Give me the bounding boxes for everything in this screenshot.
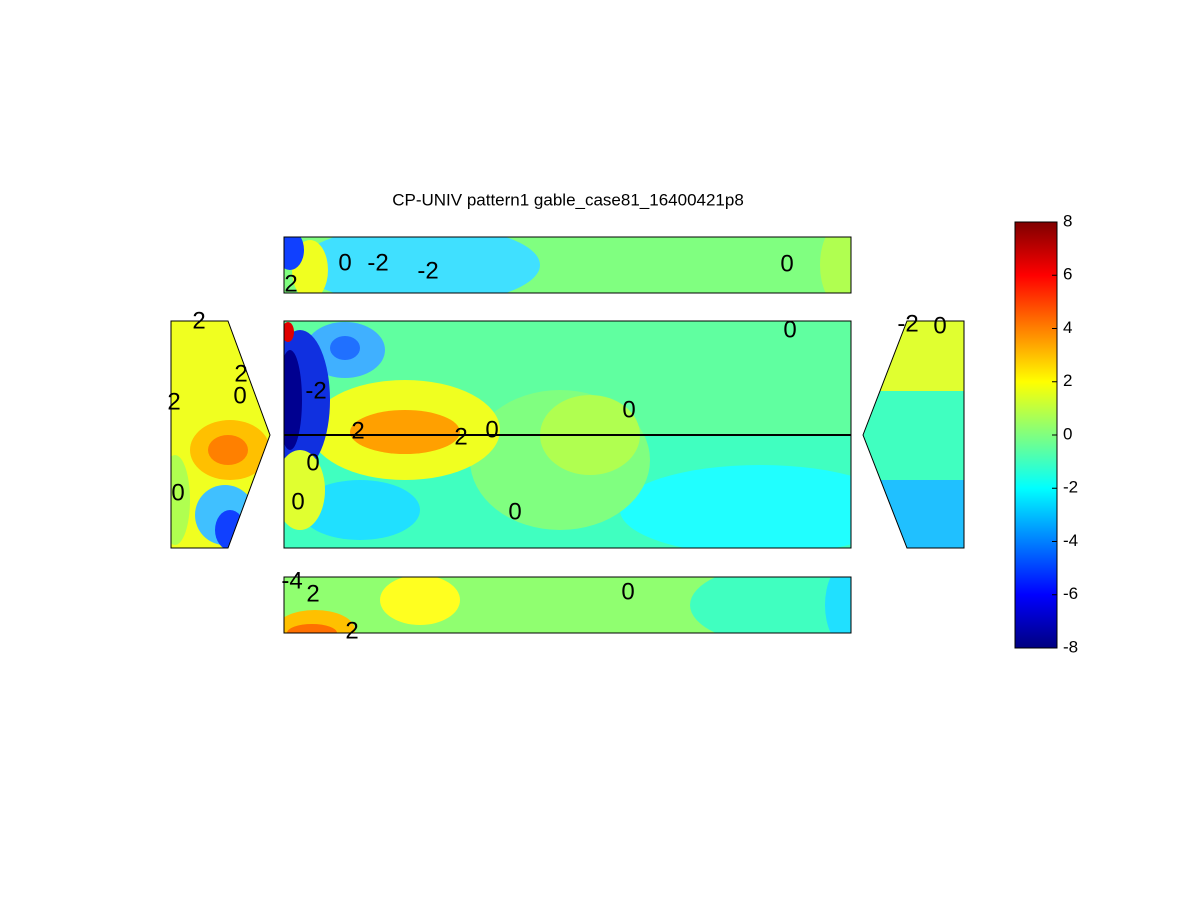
colorbar-tick-label: 2 <box>1063 371 1072 390</box>
contour-label: 0 <box>306 449 319 476</box>
contour-label: 0 <box>621 578 634 605</box>
contour-label: 0 <box>171 479 184 506</box>
contour-label: 0 <box>233 382 246 409</box>
contour-label: 0 <box>783 316 796 343</box>
contour-label: 2 <box>192 307 205 334</box>
contour-label: 0 <box>622 396 635 423</box>
contour-label: 2 <box>345 617 358 644</box>
colorbar-tick-label: -2 <box>1063 478 1078 497</box>
contour-label: 0 <box>485 416 498 443</box>
contour-label: 2 <box>351 417 364 444</box>
roof-main-panel <box>284 321 851 548</box>
contour-label: 0 <box>780 250 793 277</box>
contour-label: 0 <box>338 249 351 276</box>
colorbar-tick-label: 4 <box>1063 318 1072 337</box>
colorbar-tick-label: 0 <box>1063 424 1072 443</box>
colorbar-tick-label: -4 <box>1063 531 1078 550</box>
contour-label: 2 <box>306 580 319 607</box>
contour-label: -2 <box>417 257 438 284</box>
contour-label: 0 <box>291 488 304 515</box>
chart-title: CP-UNIV pattern1 gable_case81_16400421p8 <box>392 190 744 209</box>
colorbar <box>1014 221 1058 649</box>
colorbar-tick-label: -8 <box>1063 637 1078 656</box>
contour-label: -4 <box>281 567 302 594</box>
contour-label: 2 <box>234 360 247 387</box>
colorbar-tick-label: -6 <box>1063 584 1078 603</box>
contour-label: -2 <box>897 310 918 337</box>
contour-label: 2 <box>167 388 180 415</box>
panel-outline <box>283 236 852 294</box>
colorbar-tick-label: 6 <box>1063 265 1072 284</box>
contour-label: -2 <box>305 377 326 404</box>
contour-label: 2 <box>284 270 297 297</box>
contour-label: -2 <box>367 249 388 276</box>
contour-label: 0 <box>933 312 946 339</box>
contour-label: 2 <box>454 423 467 450</box>
contour-label: 0 <box>508 498 521 525</box>
panel-outline <box>170 320 271 549</box>
panel-outline <box>283 576 852 634</box>
panel-outline <box>862 320 965 549</box>
colorbar-tick-label: 8 <box>1063 211 1072 230</box>
roof-top-panel <box>284 237 851 293</box>
roof-bottom-panel <box>284 577 851 633</box>
